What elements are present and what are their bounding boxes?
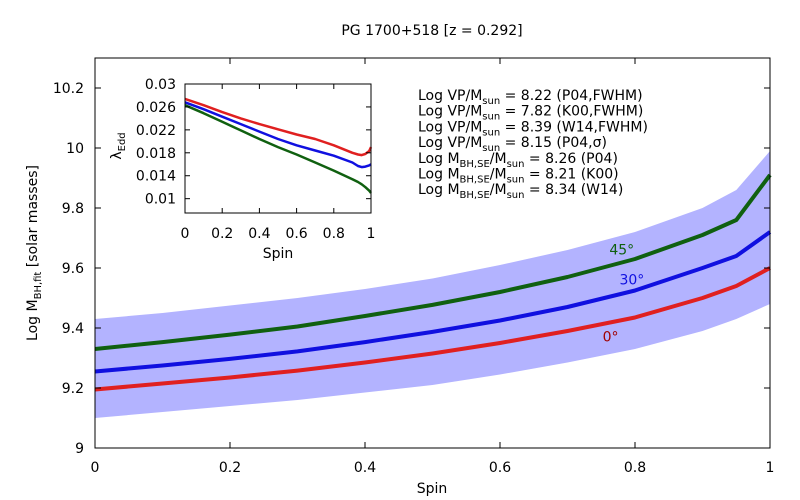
inset-y-tick-label: 0.014 (136, 169, 176, 185)
inset-y-tick-label: 0.03 (145, 77, 176, 93)
main-y-axis-label-tail: [solar masses] (25, 165, 41, 272)
series-label-0: 0° (603, 330, 619, 346)
uncertainty-band (95, 151, 770, 418)
chart-title: PG 1700+518 [z = 0.292] (341, 23, 522, 39)
main-y-tick-label: 9.2 (62, 381, 84, 397)
annotation-line-0: Log VP/Msun = 8.22 (P04,FWHM) (418, 88, 643, 107)
main-x-tick-label: 1 (766, 460, 775, 476)
main-y-axis-label-main: Log M (25, 299, 41, 341)
main-x-tick-label: 0.4 (354, 460, 376, 476)
main-y-tick-label: 10.2 (53, 81, 84, 97)
inset-x-tick-label: 0.6 (285, 226, 307, 242)
main-y-tick-label: 9.4 (62, 321, 84, 337)
annotation-line-5: Log MBH,SE/Msun = 8.21 (K00) (418, 167, 619, 186)
inset-y-axis-label-sub: Edd (117, 132, 128, 151)
inset-x-tick-label: 0.2 (211, 226, 233, 242)
main-x-axis: 0 0.2 0.4 0.6 0.8 1 (91, 58, 775, 476)
main-x-tick-label: 0 (91, 460, 100, 476)
main-series-labels: 0° 30° 45° (603, 243, 645, 346)
series-label-1: 30° (619, 273, 644, 289)
inset-x-tick-label: 0.8 (323, 226, 345, 242)
main-y-axis-label-sub: BH,fit (33, 272, 44, 300)
inset-y-tick-label: 0.022 (136, 123, 176, 139)
main-series-line-2 (94, 173, 772, 351)
main-series-lines (94, 173, 772, 392)
main-x-tick-label: 0.8 (624, 460, 646, 476)
inset-series-line-0 (184, 97, 373, 157)
inset-x-tick-label: 1 (367, 226, 376, 242)
main-plot-frame (94, 57, 771, 449)
inset-y-tick-label: 0.026 (136, 100, 176, 116)
main-uncertainty-band (95, 151, 770, 418)
inset-y-tick-label: 0.01 (145, 192, 176, 208)
inset-plot-frame (184, 83, 372, 214)
inset-x-axis-label: Spin (263, 246, 294, 262)
mass-estimates-annotation: Log VP/Msun = 8.22 (P04,FWHM)Log VP/Msun… (418, 88, 648, 201)
annotation-line-1: Log VP/Msun = 7.82 (K00,FWHM) (418, 104, 643, 123)
main-y-tick-label: 9.6 (62, 261, 84, 277)
inset-series-line-1 (184, 101, 372, 169)
series-label-2: 45° (609, 243, 634, 259)
annotation-line-2: Log VP/Msun = 8.39 (W14,FWHM) (418, 119, 648, 138)
inset-y-axis: 0.01 0.014 0.018 0.022 0.026 0.03 (136, 77, 371, 208)
annotation-line-6: Log MBH,SE/Msun = 8.34 (W14) (418, 182, 623, 201)
inset-y-axis-label-main: λ (109, 151, 125, 159)
main-series-line-0 (94, 266, 771, 392)
main-y-axis-label: Log MBH,fit [solar masses] (25, 165, 44, 341)
annotation-line-3: Log VP/Msun = 8.15 (P04,σ) (418, 135, 607, 154)
inset-y-axis-label: λEdd (109, 132, 128, 159)
inset-y-tick-label: 0.018 (136, 146, 176, 162)
main-y-tick-label: 9.8 (62, 201, 84, 217)
main-series-line-1 (94, 230, 772, 374)
annotation-line-4: Log MBH,SE/Msun = 8.26 (P04) (418, 151, 618, 170)
main-x-tick-label: 0.6 (489, 460, 511, 476)
main-x-tick-label: 0.2 (219, 460, 241, 476)
inset-x-tick-label: 0 (181, 226, 190, 242)
inset-x-axis: 0 0.2 0.4 0.6 0.8 1 (181, 84, 376, 242)
main-y-tick-label: 10 (66, 141, 84, 157)
main-y-tick-label: 9 (75, 441, 84, 457)
inset-series-lines (184, 97, 373, 194)
main-x-axis-label: Spin (417, 481, 448, 497)
inset-series-line-2 (184, 104, 372, 194)
inset-x-tick-label: 0.4 (248, 226, 270, 242)
